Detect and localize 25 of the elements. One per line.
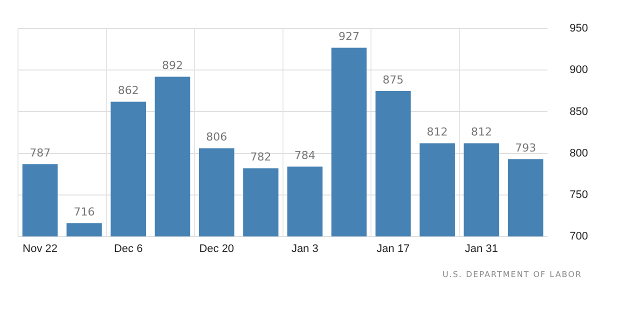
data-label: 927 [338,30,360,44]
x-tick-label: Jan 17 [376,243,410,256]
y-tick-label: 800 [570,147,588,160]
data-label: 875 [382,73,404,86]
data-label: 892 [162,59,183,72]
data-label: 784 [294,148,316,162]
data-label: 787 [30,146,51,160]
y-tick-label: 950 [570,22,588,35]
data-label: 862 [118,84,139,98]
data-label: 782 [250,150,272,164]
data-label: 793 [515,141,536,154]
x-tick-label: Dec 20 [199,243,234,256]
x-tick-label: Nov 22 [22,243,58,256]
data-label: 812 [426,126,448,139]
data-label: 812 [470,126,492,139]
text: U.S. DEPARTMENT OF LABOR [442,270,582,279]
x-tick-label: Jan 3 [291,243,318,256]
y-tick-label: 750 [570,188,588,201]
data-label: 806 [206,130,228,144]
y-tick-label: 700 [570,230,588,242]
y-tick-label: 900 [570,64,588,76]
x-tick-label: Dec 6 [114,243,143,256]
y-tick-label: 850 [570,106,588,118]
data-label: 716 [74,205,95,218]
x-tick-label: Jan 31 [464,243,498,256]
